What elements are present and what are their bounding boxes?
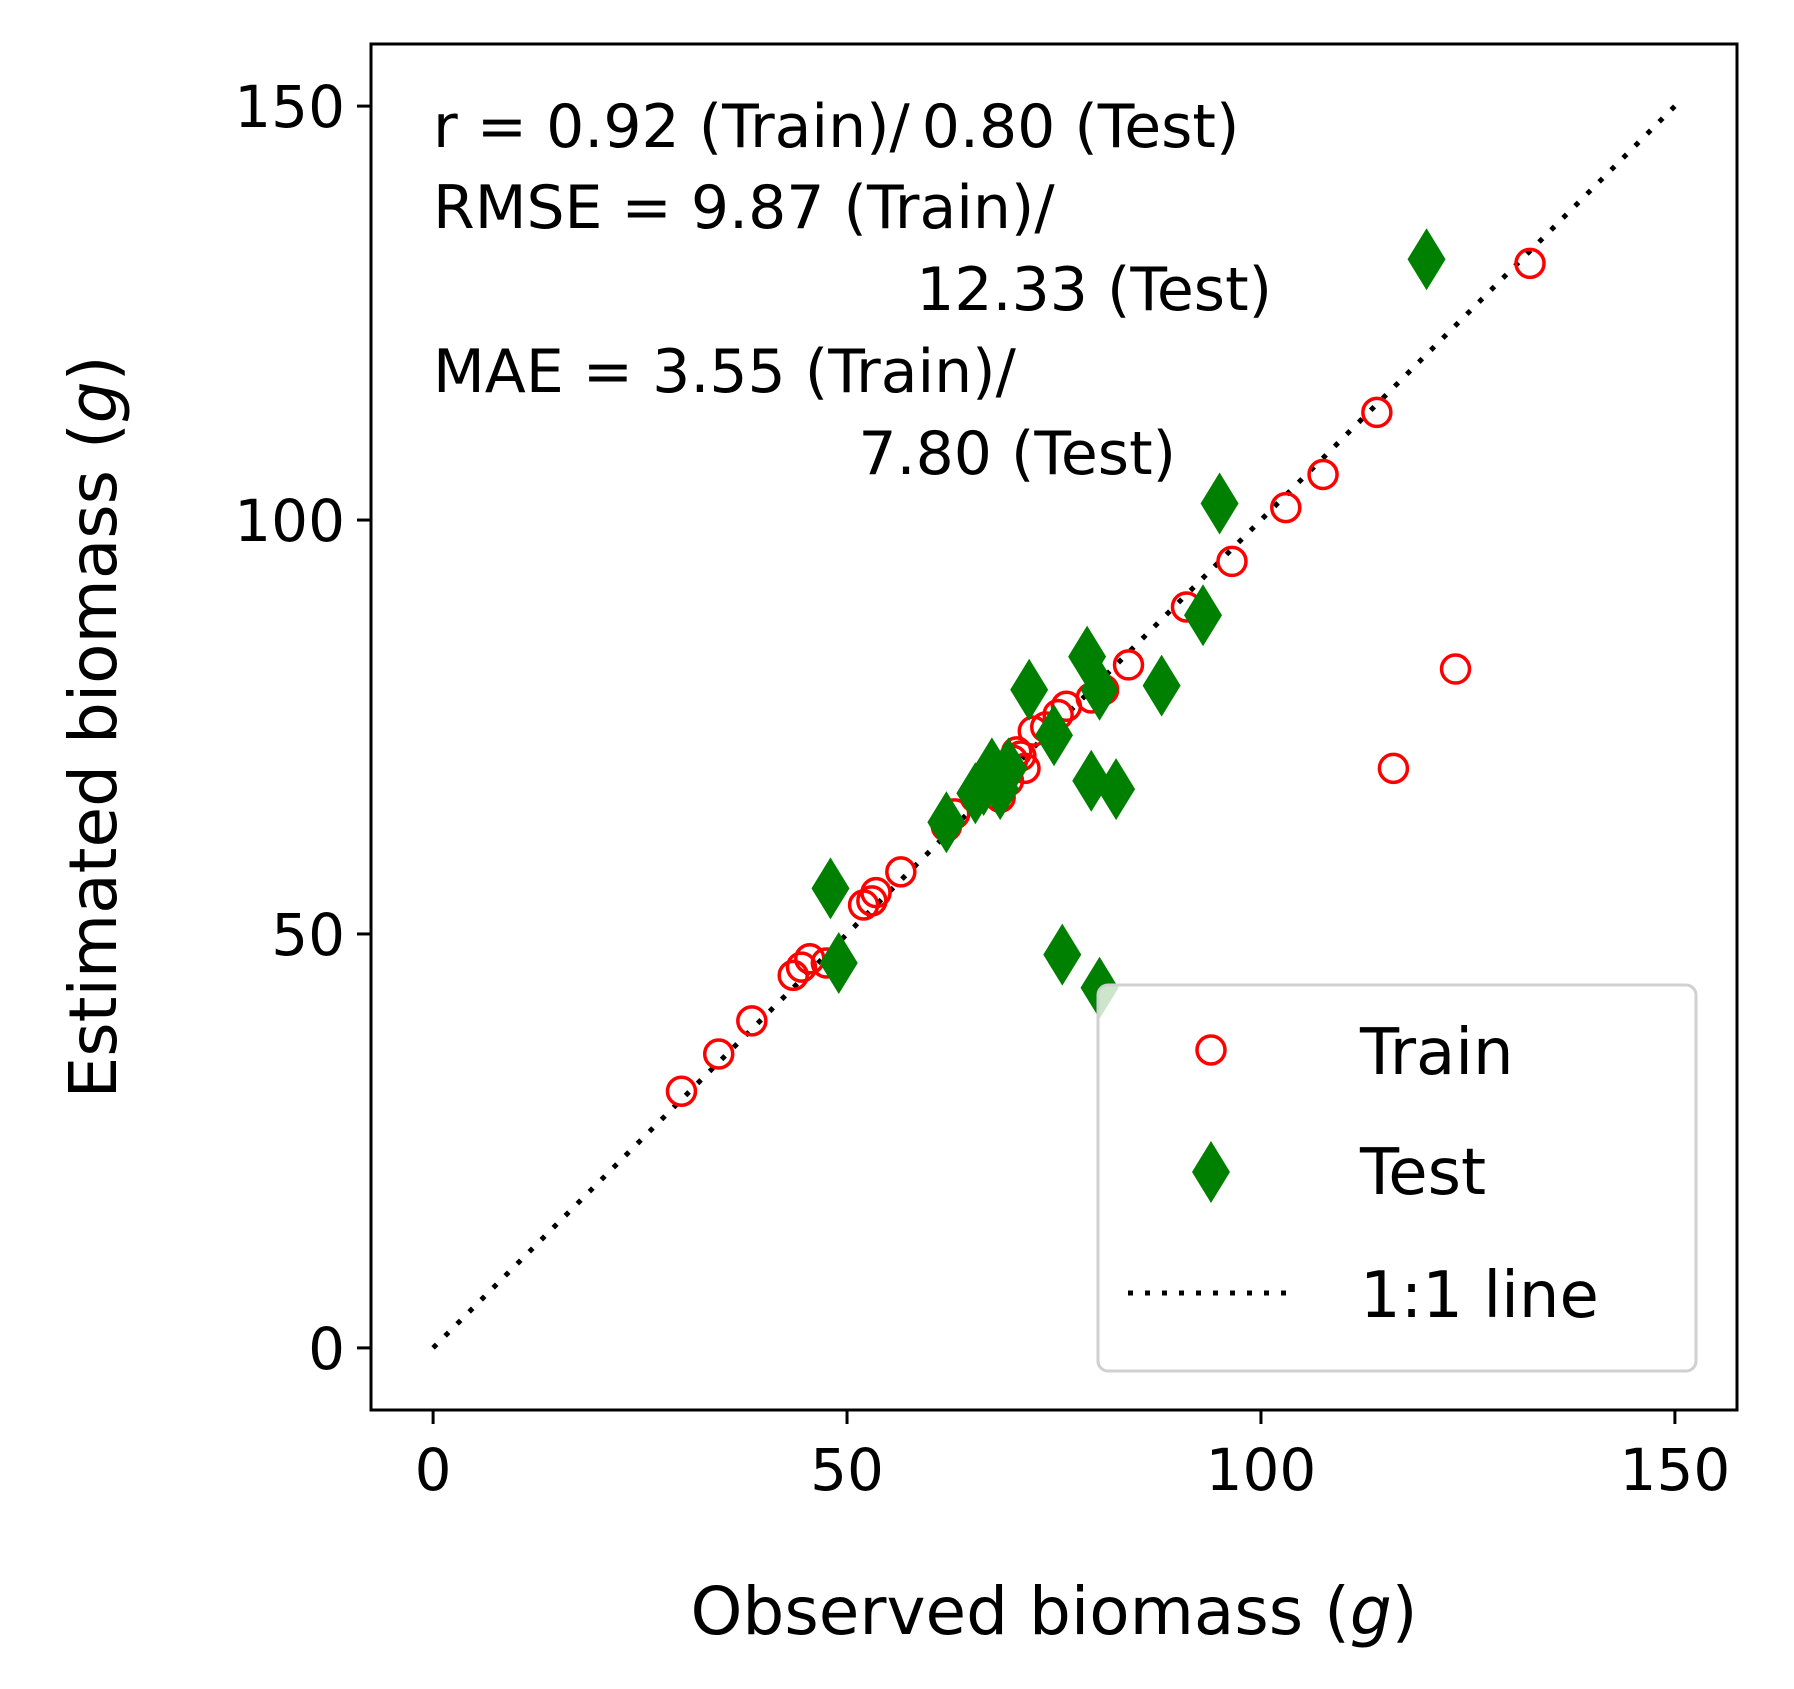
x-tick-label: 0 [415, 1436, 452, 1504]
annotation-line-rmse: RMSE = 9.87 (Train)/ [433, 173, 1055, 243]
train-point [860, 876, 892, 909]
metrics-annotation: r = 0.92 (Train)/ 0.80 (Test) RMSE = 9.8… [433, 92, 1272, 489]
test-point [1097, 758, 1136, 821]
annotation-line-mae-test: 7.80 (Test) [858, 419, 1176, 489]
test-point [927, 791, 966, 854]
train-point [665, 1075, 698, 1108]
train-point [1216, 545, 1248, 578]
y-tick-label: 50 [271, 901, 345, 969]
test-point [989, 737, 1028, 800]
test-point [1142, 654, 1181, 717]
x-tick-label: 50 [810, 1436, 884, 1504]
x-tick-label: 150 [1620, 1436, 1731, 1504]
train-point [777, 959, 809, 992]
one-to-one-line-path [431, 104, 1677, 1350]
y-axis: 0 50 100 150 [234, 73, 371, 1383]
train-point [785, 951, 818, 983]
annotation-line-rmse-test: 12.33 (Test) [916, 255, 1272, 325]
train-point [1361, 396, 1393, 429]
x-tick-label: 100 [1206, 1436, 1317, 1504]
train-point [1439, 653, 1472, 685]
legend: Train Test 1:1 line [1096, 983, 1698, 1373]
test-point [819, 931, 858, 994]
one-to-one-line [431, 104, 1677, 1350]
test-point [1200, 472, 1239, 535]
x-axis-label: Observed biomass (g) [690, 1573, 1417, 1650]
legend-line-label: 1:1 line [1360, 1259, 1599, 1333]
legend-box [1096, 983, 1698, 1373]
test-point [1184, 584, 1223, 647]
y-axis-label: Estimated biomass (g) [55, 356, 132, 1099]
train-point [1514, 247, 1546, 280]
annotation-line-mae: MAE = 3.55 (Train)/ [433, 337, 1017, 407]
legend-train-label: Train [1359, 1016, 1514, 1090]
test-point [1080, 658, 1119, 721]
legend-test-label: Test [1359, 1136, 1486, 1210]
plot-frame [369, 42, 1739, 1412]
y-tick-label: 150 [234, 73, 345, 141]
test-point [1010, 658, 1049, 721]
train-point [702, 1038, 735, 1070]
test-point [811, 857, 850, 920]
test-point [1072, 749, 1111, 812]
legend-test-marker [1192, 1141, 1230, 1203]
x-axis: 0 50 100 150 [415, 1410, 1731, 1504]
test-series [811, 228, 1446, 1019]
train-point [885, 856, 917, 888]
test-point [1407, 228, 1446, 291]
test-point [1043, 923, 1082, 986]
train-point [1112, 649, 1145, 681]
legend-train-marker [1195, 1034, 1227, 1066]
test-point [1035, 704, 1073, 767]
train-point [1377, 752, 1410, 785]
y-tick-label: 0 [308, 1315, 345, 1383]
train-point [1307, 458, 1339, 491]
y-tick-label: 100 [234, 487, 345, 555]
train-point [1270, 491, 1302, 524]
train-point [736, 1005, 768, 1037]
annotation-line-r: r = 0.92 (Train)/ 0.80 (Test) [433, 92, 1239, 162]
